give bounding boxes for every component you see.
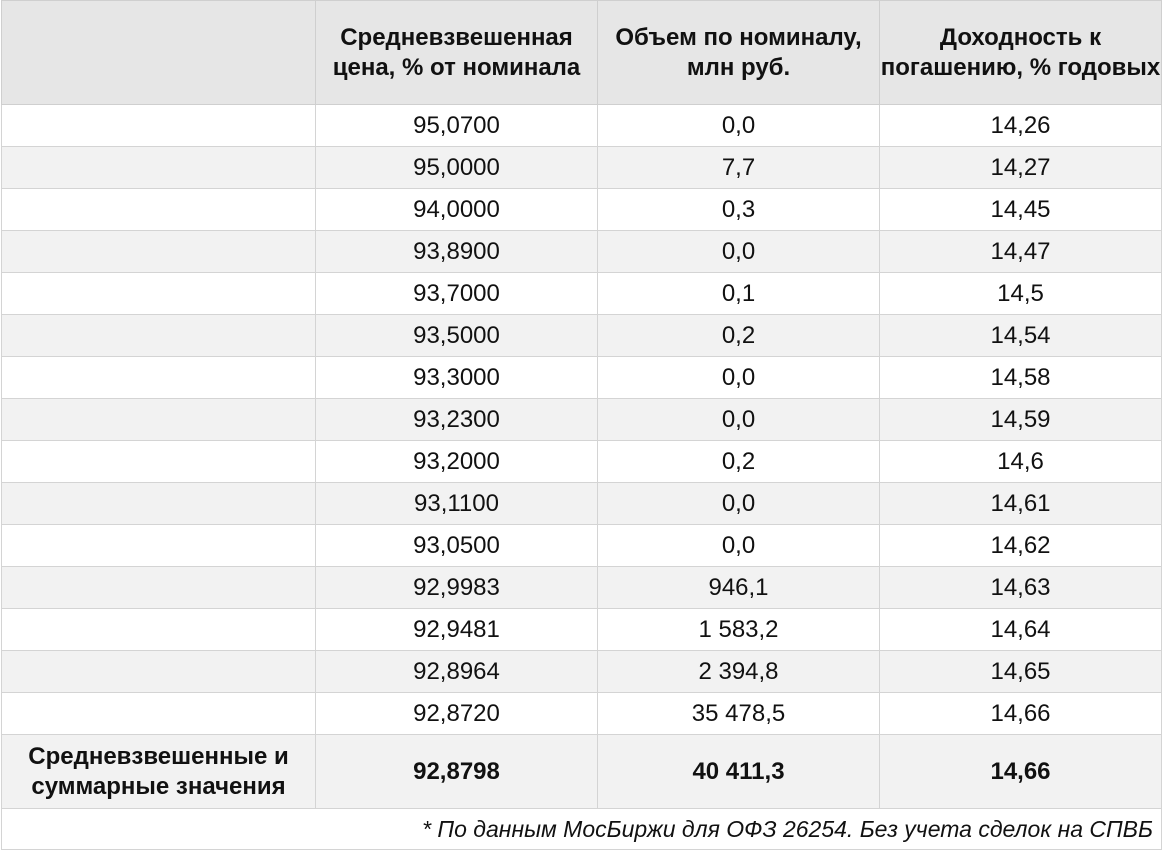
table-row: 92,9983 946,1 14,63 [1, 566, 1162, 609]
row-yield: 14,66 [879, 692, 1162, 735]
row-price: 95,0700 [315, 104, 598, 147]
summary-price: 92,8798 [315, 734, 598, 809]
row-label [1, 356, 316, 399]
row-volume: 0,1 [597, 272, 880, 315]
table-row: 93,2300 0,0 14,59 [1, 398, 1162, 441]
row-label [1, 524, 316, 567]
row-label [1, 272, 316, 315]
row-yield: 14,26 [879, 104, 1162, 147]
row-label [1, 314, 316, 357]
row-label [1, 566, 316, 609]
row-volume: 0,0 [597, 356, 880, 399]
table-row: 93,1100 0,0 14,61 [1, 482, 1162, 525]
row-volume: 0,2 [597, 440, 880, 483]
row-label [1, 104, 316, 147]
header-label-cell [1, 0, 316, 105]
row-price: 93,7000 [315, 272, 598, 315]
table-row: 94,0000 0,3 14,45 [1, 188, 1162, 231]
row-label [1, 398, 316, 441]
table-row: 93,7000 0,1 14,5 [1, 272, 1162, 315]
table-row: 93,3000 0,0 14,58 [1, 356, 1162, 399]
row-label [1, 608, 316, 651]
row-yield: 14,62 [879, 524, 1162, 567]
row-price: 93,2000 [315, 440, 598, 483]
header-price: Средневзвешенная цена, % от номинала [315, 0, 598, 105]
row-price: 92,9481 [315, 608, 598, 651]
table-row: 92,8720 35 478,5 14,66 [1, 692, 1162, 735]
row-price: 92,8720 [315, 692, 598, 735]
row-price: 94,0000 [315, 188, 598, 231]
table-row: 93,5000 0,2 14,54 [1, 314, 1162, 357]
row-volume: 0,0 [597, 524, 880, 567]
header-yield: Доходность к погашению, % годовых [879, 0, 1162, 105]
row-volume: 7,7 [597, 146, 880, 189]
row-yield: 14,64 [879, 608, 1162, 651]
summary-row: Средневзвешенные и суммарные значения 92… [1, 734, 1162, 809]
row-price: 93,2300 [315, 398, 598, 441]
row-volume: 946,1 [597, 566, 880, 609]
row-yield: 14,5 [879, 272, 1162, 315]
row-volume: 35 478,5 [597, 692, 880, 735]
row-yield: 14,45 [879, 188, 1162, 231]
row-yield: 14,54 [879, 314, 1162, 357]
row-price: 93,8900 [315, 230, 598, 273]
row-volume: 0,0 [597, 104, 880, 147]
row-price: 93,1100 [315, 482, 598, 525]
row-volume: 0,2 [597, 314, 880, 357]
row-price: 95,0000 [315, 146, 598, 189]
table-row: 93,2000 0,2 14,6 [1, 440, 1162, 483]
row-volume: 0,0 [597, 230, 880, 273]
row-yield: 14,59 [879, 398, 1162, 441]
table-row: 92,9481 1 583,2 14,64 [1, 608, 1162, 651]
row-yield: 14,27 [879, 146, 1162, 189]
header-row: Средневзвешенная цена, % от номинала Объ… [1, 0, 1162, 105]
row-yield: 14,65 [879, 650, 1162, 693]
row-volume: 2 394,8 [597, 650, 880, 693]
row-price: 92,9983 [315, 566, 598, 609]
summary-volume: 40 411,3 [597, 734, 880, 809]
row-label [1, 692, 316, 735]
row-volume: 0,0 [597, 398, 880, 441]
row-yield: 14,63 [879, 566, 1162, 609]
row-yield: 14,6 [879, 440, 1162, 483]
summary-label: Средневзвешенные и суммарные значения [1, 734, 316, 809]
row-label [1, 440, 316, 483]
row-label [1, 230, 316, 273]
footnote: * По данным МосБиржи для ОФЗ 26254. Без … [1, 808, 1162, 850]
table-row: 92,8964 2 394,8 14,65 [1, 650, 1162, 693]
row-volume: 0,3 [597, 188, 880, 231]
summary-yield: 14,66 [879, 734, 1162, 809]
row-label [1, 650, 316, 693]
row-price: 93,0500 [315, 524, 598, 567]
table-row: 95,0000 7,7 14,27 [1, 146, 1162, 189]
row-label [1, 188, 316, 231]
row-yield: 14,58 [879, 356, 1162, 399]
row-label [1, 482, 316, 525]
table-row: 93,8900 0,0 14,47 [1, 230, 1162, 273]
table-row: 93,0500 0,0 14,62 [1, 524, 1162, 567]
row-yield: 14,47 [879, 230, 1162, 273]
row-volume: 0,0 [597, 482, 880, 525]
row-volume: 1 583,2 [597, 608, 880, 651]
row-price: 92,8964 [315, 650, 598, 693]
table-row: 95,0700 0,0 14,26 [1, 104, 1162, 147]
footnote-row: * По данным МосБиржи для ОФЗ 26254. Без … [1, 808, 1162, 850]
header-volume: Объем по номиналу, млн руб. [597, 0, 880, 105]
row-label [1, 146, 316, 189]
row-price: 93,5000 [315, 314, 598, 357]
row-yield: 14,61 [879, 482, 1162, 525]
row-price: 93,3000 [315, 356, 598, 399]
